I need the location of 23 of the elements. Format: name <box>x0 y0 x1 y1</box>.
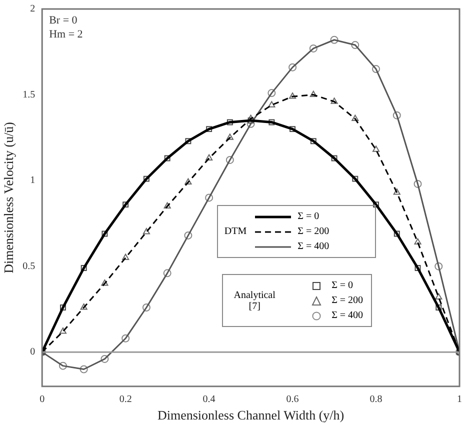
x-tick-label: 0.2 <box>119 394 132 406</box>
annotation: Hm = 2 <box>49 28 83 40</box>
x-tick-label: 0.8 <box>370 394 382 406</box>
x-tick-label: 0.4 <box>202 394 216 406</box>
y-tick-label: 1 <box>30 175 36 186</box>
legend-label: Σ = 200 <box>332 295 364 306</box>
legend-label: Σ = 200 <box>298 226 330 238</box>
legend-label: Σ = 0 <box>298 211 320 222</box>
x-tick-label: 0 <box>40 394 45 406</box>
y-tick-label: 0.5 <box>22 260 36 272</box>
annotation: Br = 0 <box>49 14 78 26</box>
y-tick-label: 1.5 <box>22 89 36 100</box>
x-tick-label: 0.6 <box>286 394 299 406</box>
legend-label: Σ = 400 <box>298 241 330 252</box>
legend-label: Σ = 0 <box>332 280 354 292</box>
x-axis-title: Dimensionless Channel Width (y/h) <box>157 408 344 423</box>
legend-label: Σ = 400 <box>332 310 364 322</box>
annotation: DTM <box>224 226 247 238</box>
annotation: Analytical [7] <box>232 290 276 312</box>
x-tick-label: 1 <box>457 394 462 406</box>
y-axis-title: Dimensionless Velocity (u/ū) <box>1 122 16 274</box>
y-tick-label: 2 <box>30 4 36 15</box>
y-tick-label: 0 <box>30 346 36 358</box>
